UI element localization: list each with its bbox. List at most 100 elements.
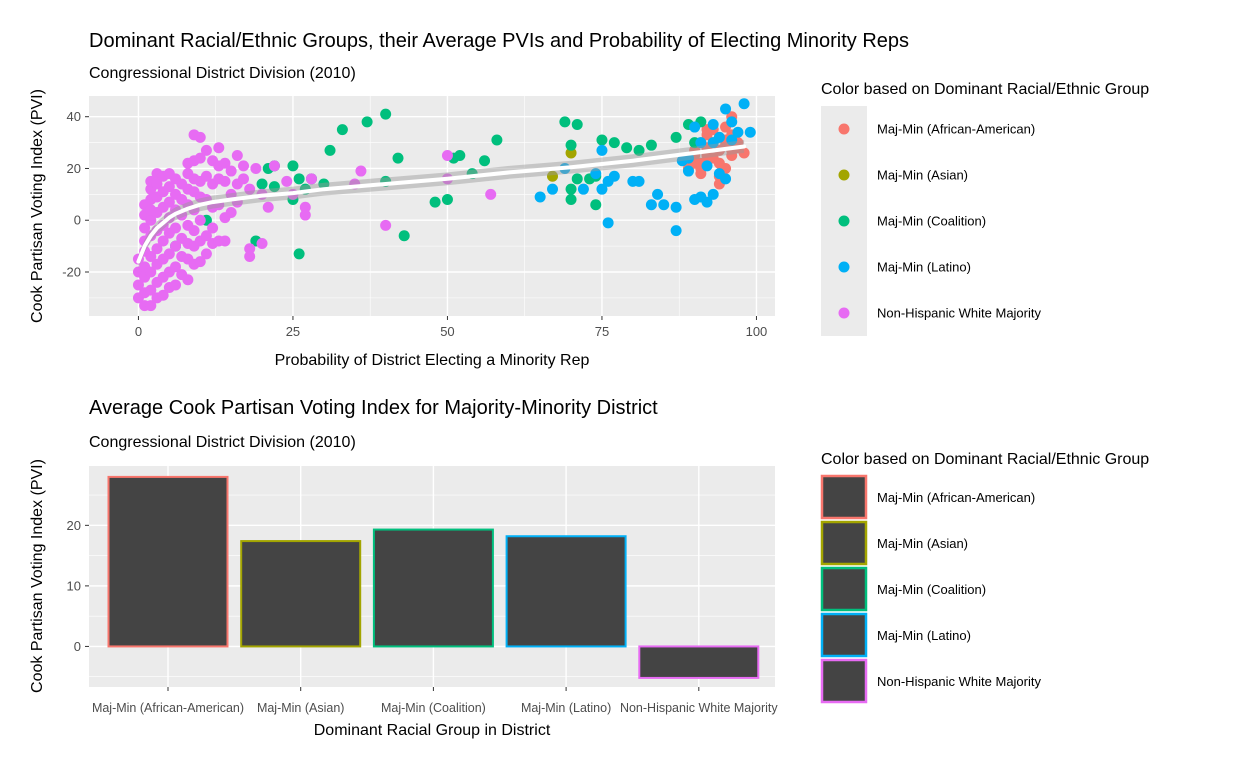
- x-tick-label: 50: [440, 324, 454, 339]
- bar-subtitle: Congressional District Division (2010): [89, 434, 356, 451]
- scatter-point: [732, 126, 744, 138]
- scatter-point: [194, 152, 206, 164]
- scatter-point: [608, 170, 620, 182]
- scatter-point: [695, 137, 707, 149]
- scatter-point: [194, 131, 206, 143]
- scatter-point: [571, 118, 583, 130]
- scatter-point: [244, 250, 256, 262]
- legend-key-box: [820, 520, 868, 566]
- scatter-point: [182, 274, 194, 286]
- scatter-point: [707, 118, 719, 130]
- legend-key-point: [838, 169, 850, 181]
- scatter-point: [293, 173, 305, 185]
- scatter-point: [268, 160, 280, 172]
- scatter-point: [689, 121, 701, 133]
- scatter-point: [139, 222, 151, 234]
- y-tick-label: 10: [67, 578, 81, 593]
- scatter-point: [652, 188, 664, 200]
- scatter-point: [200, 170, 212, 182]
- scatter-point: [268, 181, 280, 193]
- scatter-point: [336, 124, 348, 136]
- scatter-point: [256, 238, 268, 250]
- scatter-point: [213, 142, 225, 154]
- scatter-point: [744, 126, 756, 138]
- legend-key-point: [838, 123, 850, 135]
- scatter-point: [225, 188, 237, 200]
- scatter-point: [713, 131, 725, 143]
- legend-label: Maj-Min (Asian): [877, 168, 968, 183]
- y-tick-label: 40: [67, 109, 81, 124]
- scatter-point: [441, 150, 453, 162]
- bar-legend: Maj-Min (African-American) Maj-Min (Asian…: [820, 474, 1041, 704]
- bar: [240, 540, 362, 648]
- scatter-point: [256, 178, 268, 190]
- scatter-point: [645, 199, 657, 211]
- bar-y-axis-label: Cook Partisan Voting Index (PVI): [29, 459, 46, 693]
- scatter-point: [163, 196, 175, 208]
- scatter-point: [293, 248, 305, 260]
- scatter-point: [157, 235, 169, 247]
- scatter-point: [207, 222, 219, 234]
- scatter-point: [534, 191, 546, 203]
- scatter-point: [707, 188, 719, 200]
- scatter-point: [163, 248, 175, 260]
- x-tick-label: Non-Hispanic White Majority: [620, 701, 778, 715]
- scatter-point: [132, 279, 144, 291]
- legend-label: Non-Hispanic White Majority: [877, 674, 1041, 689]
- scatter-point: [170, 222, 182, 234]
- scatter-point: [670, 225, 682, 237]
- scatter-point: [454, 150, 466, 162]
- scatter-point: [608, 137, 620, 149]
- scatter-point: [701, 160, 713, 172]
- scatter-point: [738, 147, 750, 159]
- scatter-point: [287, 160, 299, 172]
- scatter-point: [670, 131, 682, 143]
- scatter-point: [219, 235, 231, 247]
- scatter-subtitle: Congressional District Division (2010): [89, 65, 356, 82]
- scatter-point: [299, 201, 311, 213]
- scatter-point: [157, 289, 169, 301]
- scatter-point: [194, 214, 206, 226]
- scatter-point: [596, 134, 608, 146]
- scatter-point: [565, 183, 577, 195]
- bar-legend-title: Color based on Dominant Racial/Ethnic Gr…: [821, 451, 1149, 468]
- scatter-gridlines: [89, 96, 775, 316]
- bar-bars: [107, 475, 760, 679]
- scatter-point: [238, 160, 250, 172]
- legend-key-box: [820, 612, 868, 658]
- scatter-point: [380, 108, 392, 120]
- scatter-point: [547, 170, 559, 182]
- scatter-point: [145, 284, 157, 296]
- scatter-point: [596, 144, 608, 156]
- scatter-point: [596, 183, 608, 195]
- scatter-point: [590, 199, 602, 211]
- trend-line: [136, 144, 747, 264]
- x-tick-label: 25: [286, 324, 300, 339]
- scatter-point: [479, 155, 491, 167]
- scatter-point: [170, 261, 182, 273]
- legend-key-box: [820, 566, 868, 612]
- scatter-point: [577, 183, 589, 195]
- scatter-point: [163, 181, 175, 193]
- scatter-point: [565, 139, 577, 151]
- bar-title: Average Cook Partisan Voting Index for M…: [89, 397, 658, 419]
- scatter-point: [318, 178, 330, 190]
- scatter-point: [633, 144, 645, 156]
- scatter-legend-title: Color based on Dominant Racial/Ethnic Gr…: [821, 81, 1149, 98]
- scatter-point: [380, 219, 392, 231]
- scatter-point: [633, 175, 645, 187]
- scatter-point: [645, 139, 657, 151]
- legend-key-box: [820, 474, 868, 520]
- scatter-point: [225, 165, 237, 177]
- scatter-point: [262, 201, 274, 213]
- scatter-point: [565, 194, 577, 206]
- scatter-x-axis-label: Probability of District Electing a Minor…: [275, 352, 590, 369]
- x-tick-label: Maj-Min (African-American): [92, 701, 244, 715]
- scatter-y-axis-label: Cook Partisan Voting Index (PVI): [29, 89, 46, 323]
- scatter-point: [361, 116, 373, 128]
- legend-key-point: [838, 215, 850, 227]
- scatter-title: Dominant Racial/Ethnic Groups, their Ave…: [89, 30, 909, 52]
- y-tick-label: 20: [67, 161, 81, 176]
- scatter-legend: Maj-Min (African-American) Maj-Min (Asian…: [838, 122, 1041, 321]
- y-tick-label: 0: [74, 213, 81, 228]
